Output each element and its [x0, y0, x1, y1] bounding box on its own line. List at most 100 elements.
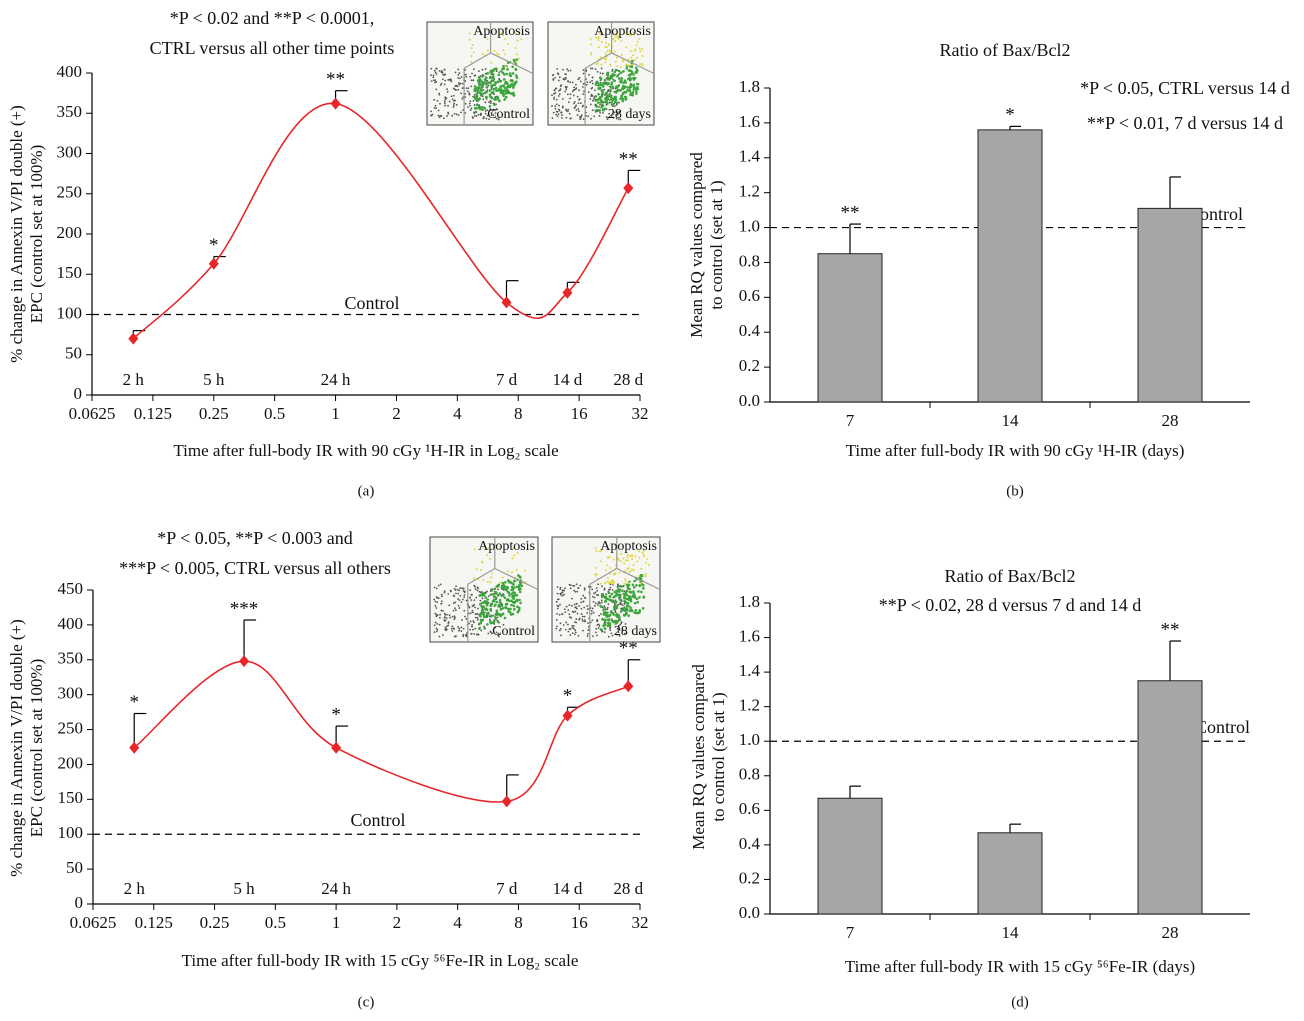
inset-dot	[444, 69, 446, 71]
inset-dot	[470, 599, 472, 601]
significance-mark: *	[1005, 105, 1015, 126]
inset-dot	[440, 584, 442, 586]
inset-dot	[434, 107, 436, 109]
y-tick-label: 200	[57, 223, 83, 242]
inset-dot	[516, 76, 519, 79]
inset-dot	[435, 605, 437, 607]
inset-dot	[609, 64, 611, 66]
inset-dot	[458, 605, 460, 607]
inset-dot	[588, 91, 590, 93]
inset-dot	[578, 605, 580, 607]
inset-dot	[451, 625, 453, 627]
inset-dot	[557, 73, 559, 75]
y-tick-label: 0.0	[739, 903, 760, 922]
inset-dot	[500, 594, 503, 597]
inset-dot	[574, 604, 576, 606]
inset-dot	[609, 599, 612, 602]
inset-dot	[599, 603, 601, 605]
inset-dot	[618, 590, 621, 593]
inset-dot	[482, 579, 484, 581]
x-tick-label: 4	[453, 404, 462, 423]
inset-dot	[505, 586, 508, 589]
inset-dot	[442, 634, 444, 636]
inset-dot	[632, 84, 635, 87]
inset-dot	[597, 619, 599, 621]
inset-dot	[569, 634, 571, 636]
inset-dot	[485, 110, 487, 112]
inset-dot	[486, 601, 489, 604]
inset-dot	[519, 602, 522, 605]
inset-dot	[451, 95, 453, 97]
inset-dot	[435, 81, 437, 83]
inset-dot	[570, 617, 572, 619]
chart-title: *P < 0.05, **P < 0.003 and	[157, 528, 352, 548]
y-tick-label: 1.2	[739, 696, 760, 715]
inset-dot	[474, 94, 476, 96]
control-label: Control	[350, 810, 405, 830]
inset-dot	[625, 64, 627, 66]
inset-dot	[473, 111, 475, 113]
x-tick-label: 4	[453, 913, 462, 932]
inset-dot	[590, 52, 592, 54]
inset-dot	[512, 92, 515, 95]
inset-dot	[599, 109, 602, 112]
inset-dot	[497, 589, 499, 591]
inset-dot	[612, 589, 614, 591]
inset-dot	[618, 616, 621, 619]
inset-dot	[581, 619, 583, 621]
inset-dot	[567, 624, 569, 626]
inset-dot	[613, 582, 615, 584]
inset-dot	[584, 619, 586, 621]
inset-dot	[601, 618, 604, 621]
inset-dot	[612, 596, 615, 599]
inset-dot	[491, 88, 493, 90]
inset-dot	[626, 604, 629, 607]
inset-dot	[498, 53, 500, 55]
inset-dot	[623, 592, 626, 595]
inset-dot	[621, 621, 623, 623]
inset-dot	[461, 587, 463, 589]
inset-dot	[559, 593, 561, 595]
inset-dot	[471, 626, 473, 628]
inset-dot	[610, 101, 613, 104]
inset-dot	[478, 83, 481, 86]
x-axis-label: Time after full-body IR with 15 cGy ⁵⁶Fe…	[845, 957, 1195, 976]
inset-dot	[605, 600, 608, 603]
inset-dot	[446, 617, 448, 619]
inset-dot	[592, 77, 594, 79]
inset-dot	[504, 87, 507, 90]
inset-dot	[629, 90, 632, 93]
inset-dot	[555, 108, 557, 110]
inset-dot	[462, 599, 464, 601]
inset-dot	[604, 589, 606, 591]
inset-dot	[516, 586, 519, 589]
inset-dot	[487, 633, 489, 635]
inset-dot	[606, 83, 609, 86]
inset-dot	[584, 616, 586, 618]
inset-dot	[484, 596, 487, 599]
inset-dot	[612, 613, 615, 616]
inset-dot	[607, 95, 610, 98]
inset-dot	[474, 607, 476, 609]
inset-dot	[557, 115, 559, 117]
x-tick-label: 0.25	[200, 913, 230, 932]
inset-dot	[629, 69, 632, 72]
inset-dot	[628, 74, 631, 77]
inset-dot	[627, 78, 630, 81]
inset-dot	[503, 78, 506, 81]
inset-dot	[595, 628, 597, 630]
inset-dot	[444, 100, 446, 102]
inset-dot	[580, 598, 582, 600]
inset-dot	[444, 105, 446, 107]
y-tick-label: 100	[57, 303, 83, 322]
inset-dot	[637, 83, 640, 86]
inset-dot	[583, 118, 585, 120]
inset-dot	[444, 102, 446, 104]
inset-dot	[557, 586, 559, 588]
inset-dot	[634, 59, 636, 61]
inset-dot	[599, 104, 601, 106]
inset-dot	[565, 86, 567, 88]
inset-dot	[618, 559, 620, 561]
inset-dot	[565, 78, 567, 80]
inset-dot	[578, 587, 580, 589]
